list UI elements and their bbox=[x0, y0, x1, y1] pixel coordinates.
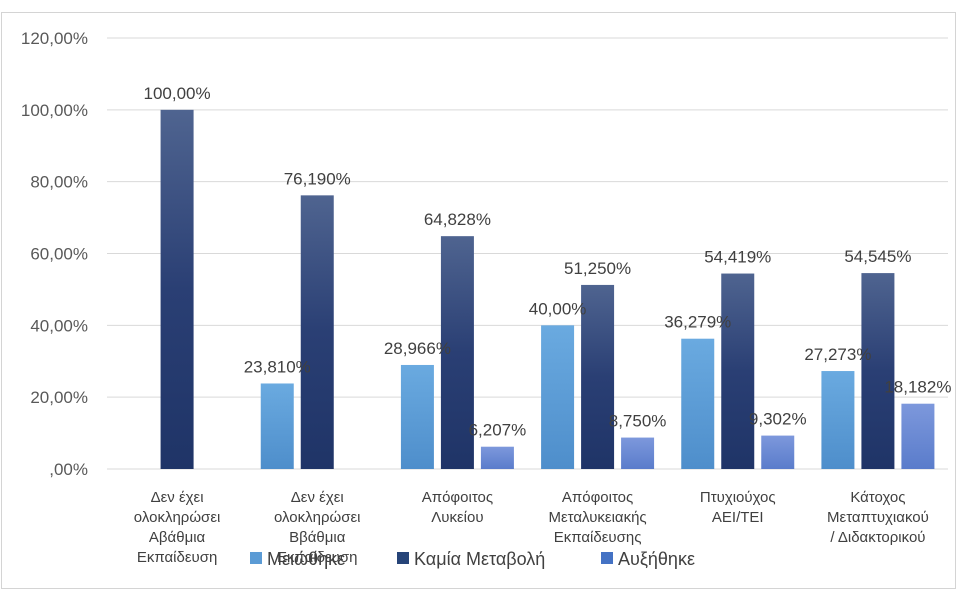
bar[interactable] bbox=[440, 236, 474, 469]
bar[interactable] bbox=[300, 195, 334, 469]
bar[interactable] bbox=[821, 371, 855, 469]
x-tick-label-line: Ββάθμια bbox=[289, 529, 346, 546]
legend-label: Μειώθηκε bbox=[267, 549, 345, 569]
x-tick-label: Πτυχιούχος ΑΕΙ/ΤΕΙ bbox=[700, 489, 776, 526]
data-label: 18,182% bbox=[884, 378, 951, 397]
x-tick-label-line: Απόφοιτος bbox=[422, 489, 493, 506]
bar[interactable] bbox=[901, 403, 935, 469]
data-label: 51,250% bbox=[564, 259, 631, 278]
x-tick-label-line: Εκπαίδευση bbox=[277, 549, 358, 566]
x-tick-label: Κάτοχος Μεταπτυχιακού / Διδακτορικού bbox=[827, 489, 929, 546]
legend-swatch bbox=[250, 552, 262, 564]
bar[interactable] bbox=[761, 435, 795, 469]
bar[interactable] bbox=[160, 109, 194, 469]
x-tick-label: Δεν έχει ολοκληρώσει Αβάθμια Εκπαίδευση bbox=[134, 489, 221, 566]
chart-area bbox=[1, 12, 956, 589]
x-tick-label: Απόφοιτος Μεταλυκειακής Εκπαίδευσης bbox=[548, 489, 646, 546]
x-tick-label-line: Κάτοχος bbox=[850, 489, 905, 506]
legend-swatch bbox=[397, 552, 409, 564]
x-tick-label: Απόφοιτος Λυκείου bbox=[422, 489, 493, 526]
bar[interactable] bbox=[260, 383, 294, 469]
y-tick-label: 100,00% bbox=[21, 101, 88, 120]
data-label: 6,207% bbox=[469, 421, 527, 440]
y-tick-label: ,00% bbox=[49, 460, 88, 479]
bar[interactable] bbox=[541, 325, 575, 469]
x-tick-label-line: Δεν έχει bbox=[151, 489, 204, 506]
x-tick-label-line: ΑΕΙ/ΤΕΙ bbox=[712, 509, 764, 526]
x-tick-label-line: Λυκείου bbox=[431, 509, 483, 526]
x-tick-label-line: ολοκληρώσει bbox=[274, 509, 361, 526]
legend-swatch bbox=[601, 552, 613, 564]
data-label: 27,273% bbox=[804, 345, 871, 364]
x-tick-label-line: Απόφοιτος bbox=[562, 489, 633, 506]
data-label: 36,279% bbox=[664, 313, 731, 332]
x-tick-label-line: Εκπαίδευση bbox=[137, 549, 218, 566]
y-tick-label: 120,00% bbox=[21, 29, 88, 48]
data-label: 54,419% bbox=[704, 248, 771, 267]
x-tick-label-line: Μεταπτυχιακού bbox=[827, 509, 929, 526]
data-label: 54,545% bbox=[844, 247, 911, 266]
data-label: 100,00% bbox=[144, 84, 211, 103]
x-tick-label-line: Μεταλυκειακής bbox=[548, 509, 646, 526]
legend-label: Αυξήθηκε bbox=[618, 549, 695, 569]
x-tick-label-line: Αβάθμια bbox=[149, 529, 206, 546]
legend-label: Καμία Μεταβολή bbox=[414, 549, 545, 569]
bar[interactable] bbox=[621, 437, 655, 469]
data-label: 28,966% bbox=[384, 339, 451, 358]
x-tick-label-line: / Διδακτορικού bbox=[830, 529, 925, 546]
data-label: 8,750% bbox=[609, 412, 667, 431]
x-tick-label-line: Πτυχιούχος bbox=[700, 489, 776, 506]
bar[interactable] bbox=[861, 273, 895, 469]
y-tick-label: 40,00% bbox=[30, 316, 88, 335]
y-tick-label: 60,00% bbox=[30, 245, 88, 264]
x-tick-label-line: Δεν έχει bbox=[291, 489, 344, 506]
y-tick-label: 80,00% bbox=[30, 173, 88, 192]
bar[interactable] bbox=[480, 446, 514, 469]
bar[interactable] bbox=[581, 284, 615, 469]
x-tick-label: Δεν έχει ολοκληρώσει Ββάθμια Εκπαίδευση bbox=[274, 489, 361, 566]
bar[interactable] bbox=[400, 364, 434, 469]
data-label: 40,00% bbox=[529, 299, 587, 318]
data-label: 9,302% bbox=[749, 410, 807, 429]
data-label: 64,828% bbox=[424, 210, 491, 229]
bar[interactable] bbox=[721, 273, 755, 469]
data-label: 23,810% bbox=[244, 357, 311, 376]
x-tick-label-line: ολοκληρώσει bbox=[134, 509, 221, 526]
x-tick-label-line: Εκπαίδευσης bbox=[554, 529, 642, 546]
bar[interactable] bbox=[681, 338, 715, 469]
data-label: 76,190% bbox=[284, 169, 351, 188]
y-tick-label: 20,00% bbox=[30, 388, 88, 407]
